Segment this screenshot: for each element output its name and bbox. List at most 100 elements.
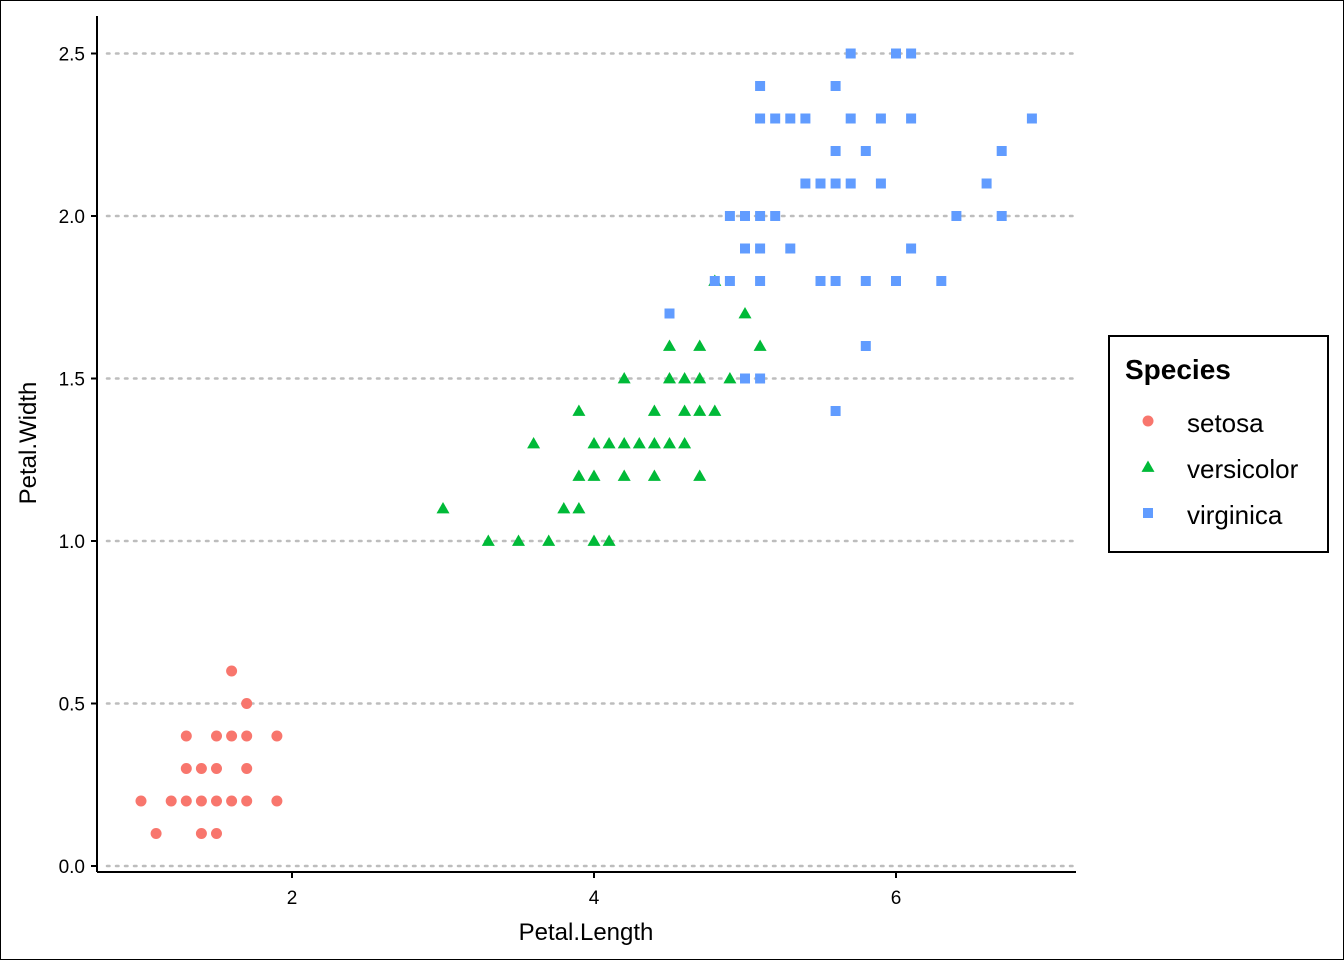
versicolor-point-10 — [587, 469, 601, 481]
virginica-point-22 — [830, 276, 841, 286]
y-axis-title: Petal.Width — [15, 382, 42, 505]
x-tick-label-0: 2 — [287, 888, 298, 909]
versicolor-point-8 — [572, 404, 586, 416]
versicolor-point-12 — [602, 534, 616, 546]
setosa-point-8 — [195, 763, 207, 774]
versicolor-point-30 — [693, 339, 707, 351]
versicolor-point-15 — [617, 437, 631, 449]
virginica-point-24 — [830, 146, 841, 156]
versicolor-point-2 — [512, 534, 525, 546]
gridlines — [105, 52, 1078, 868]
versicolor-point-18 — [647, 469, 661, 481]
virginica-point-19 — [815, 276, 826, 286]
y-tick-label-3: 1.5 — [59, 370, 85, 391]
setosa-point-9 — [211, 828, 222, 839]
versicolor-point-3 — [527, 437, 541, 449]
virginica-point-17 — [800, 178, 811, 189]
setosa-point-20 — [271, 795, 283, 807]
virginica-point-12 — [755, 81, 766, 91]
virginica-point-6 — [740, 211, 750, 221]
versicolor-point-29 — [693, 372, 707, 384]
y-axis: 0.0 0.5 1.0 1.5 2.0 2.5 — [59, 16, 98, 878]
virginica-point-14 — [770, 113, 781, 124]
versicolor-point-35 — [753, 339, 767, 351]
setosa-point-0 — [135, 795, 147, 807]
setosa-point-5 — [180, 730, 192, 742]
virginica-point-36 — [906, 243, 917, 254]
virginica-point-18 — [800, 113, 811, 124]
setosa-point-2 — [165, 795, 177, 807]
virginica-point-37 — [906, 113, 917, 124]
versicolor-point-25 — [678, 404, 692, 416]
setosa-point-6 — [195, 828, 207, 839]
y-tick-label-0: 0.0 — [59, 857, 85, 878]
versicolor-point-6 — [572, 502, 586, 514]
virginica-point-8 — [755, 276, 766, 286]
setosa-point-10 — [211, 795, 222, 807]
virginica-point-13 — [770, 211, 781, 221]
setosa-point-4 — [180, 763, 192, 774]
versicolor-point-21 — [663, 437, 676, 449]
legend-label-versicolor: versicolor — [1187, 454, 1299, 484]
virginica-point-3 — [724, 211, 735, 221]
versicolor-point-33 — [723, 372, 737, 384]
virginica-point-4 — [740, 373, 750, 384]
virginica-point-1 — [709, 276, 720, 286]
x-tick-label-1: 4 — [589, 888, 600, 909]
virginica-point-32 — [875, 178, 886, 189]
series-versicolor — [436, 274, 767, 546]
versicolor-point-23 — [663, 339, 676, 351]
virginica-point-26 — [845, 178, 856, 189]
legend: Species setosa versicolor virginica — [1108, 335, 1329, 553]
y-tick-label-4: 2.0 — [59, 207, 85, 228]
versicolor-point-26 — [678, 372, 692, 384]
versicolor-point-19 — [647, 437, 661, 449]
virginica-point-39 — [936, 276, 947, 286]
x-axis: 2 4 6 — [97, 871, 1076, 909]
virginica-point-27 — [845, 113, 856, 124]
virginica-point-35 — [891, 48, 901, 59]
versicolor-point-0 — [436, 502, 450, 514]
virginica-point-30 — [860, 276, 871, 286]
setosa-point-7 — [195, 795, 207, 807]
setosa-point-17 — [241, 763, 253, 774]
setosa-point-12 — [211, 730, 222, 742]
data-points — [135, 48, 1037, 839]
legend-items: setosa versicolor virginica — [1141, 408, 1299, 530]
virginica-point-43 — [996, 146, 1007, 156]
versicolor-point-16 — [617, 372, 631, 384]
x-axis-title: Petal.Length — [519, 919, 654, 946]
virginica-point-5 — [740, 243, 750, 254]
virginica-point-40 — [951, 211, 962, 221]
versicolor-point-27 — [693, 469, 707, 481]
versicolor-point-9 — [587, 534, 601, 546]
setosa-point-3 — [180, 795, 192, 807]
x-tick-label-2: 6 — [891, 888, 902, 909]
series-virginica — [664, 48, 1037, 416]
setosa-point-15 — [226, 665, 238, 677]
legend-key-virginica — [1143, 508, 1153, 518]
virginica-point-33 — [875, 113, 886, 124]
versicolor-point-28 — [693, 404, 707, 416]
versicolor-point-7 — [572, 469, 586, 481]
virginica-point-28 — [845, 48, 856, 59]
virginica-point-10 — [755, 211, 766, 221]
legend-label-setosa: setosa — [1187, 408, 1264, 438]
versicolor-point-31 — [708, 404, 722, 416]
versicolor-point-11 — [587, 437, 601, 449]
virginica-point-34 — [891, 276, 901, 286]
virginica-point-41 — [981, 178, 992, 189]
virginica-point-11 — [755, 113, 766, 124]
virginica-point-44 — [1026, 113, 1037, 124]
versicolor-point-14 — [617, 469, 631, 481]
virginica-point-20 — [815, 178, 826, 189]
versicolor-point-4 — [542, 534, 556, 546]
virginica-point-42 — [996, 211, 1007, 221]
virginica-point-9 — [755, 243, 766, 254]
versicolor-point-24 — [678, 437, 692, 449]
y-tick-label-1: 0.5 — [59, 695, 85, 716]
versicolor-point-17 — [632, 437, 646, 449]
virginica-point-25 — [830, 81, 841, 91]
series-setosa — [135, 665, 283, 839]
